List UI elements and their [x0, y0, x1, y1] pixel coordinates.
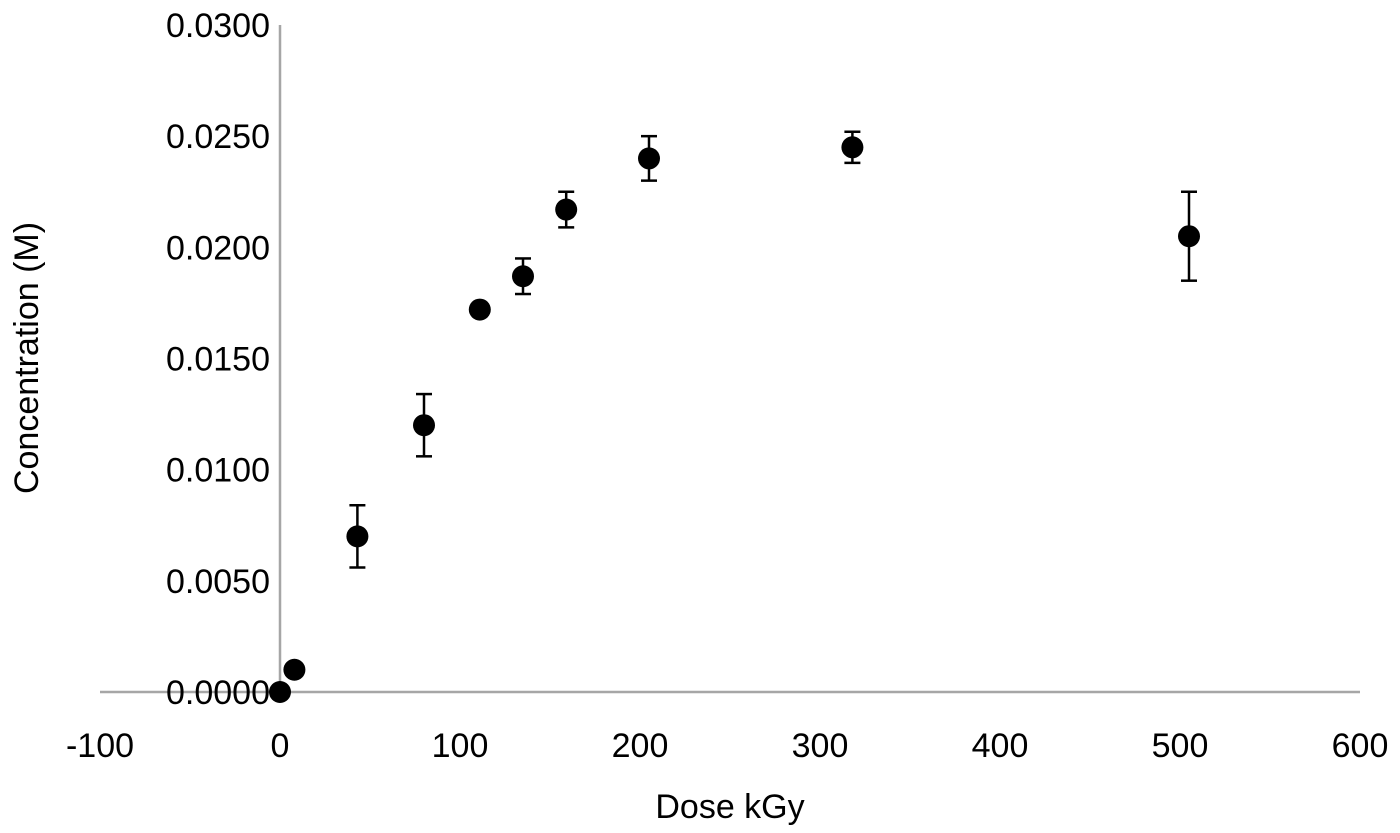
data-point — [283, 658, 306, 681]
data-point — [413, 414, 435, 437]
x-tick-label: 500 — [1152, 727, 1209, 765]
y-tick-label: 0.0250 — [166, 118, 270, 156]
data-point — [512, 265, 534, 288]
x-tick-label: -100 — [66, 727, 134, 765]
x-tick-labels: -100 0 100 200 300 400 500 600 — [66, 727, 1388, 765]
data-point — [638, 147, 660, 170]
x-tick-label: 0 — [271, 727, 290, 765]
y-tick-label: 0.0300 — [166, 7, 270, 45]
data-point — [346, 525, 369, 548]
x-tick-label: 200 — [612, 727, 669, 765]
x-axis-title: Dose kGy — [655, 788, 804, 826]
data-points — [269, 136, 1200, 703]
x-tick-label: 600 — [1332, 727, 1389, 765]
data-point — [555, 198, 578, 221]
y-tick-label: 0.0050 — [166, 563, 270, 601]
data-point — [1178, 225, 1200, 248]
data-point — [841, 136, 864, 159]
x-tick-label: 300 — [792, 727, 849, 765]
y-tick-label: 0.0200 — [166, 229, 270, 267]
error-bars — [349, 130, 1197, 569]
data-point — [468, 298, 491, 321]
y-tick-label: 0.0000 — [166, 674, 270, 712]
axes — [100, 25, 1360, 694]
data-point — [269, 681, 291, 703]
y-tick-labels: 0.0000 0.0050 0.0100 0.0150 0.0200 0.0250 0.03… — [166, 7, 270, 712]
x-tick-label: 400 — [972, 727, 1029, 765]
x-tick-label: 100 — [432, 727, 489, 765]
y-tick-label: 0.0150 — [166, 341, 270, 379]
y-tick-label: 0.0100 — [166, 452, 270, 490]
y-axis-title: Concentration (M) — [8, 222, 46, 494]
